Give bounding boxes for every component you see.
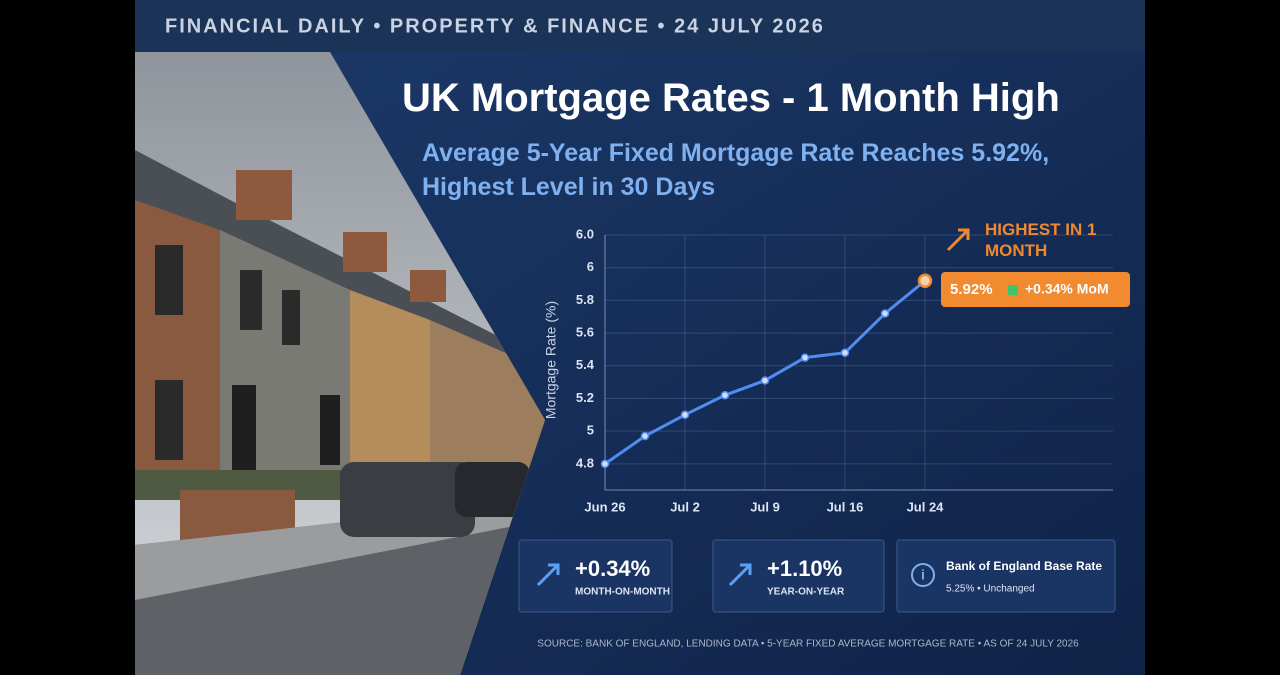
stat-card [518, 539, 673, 613]
point [760, 376, 770, 385]
x-tick-label: Jul 2 [670, 499, 700, 514]
up-icon [728, 563, 752, 587]
source: SOURCE: BANK OF ENGLAND, LENDING DATA • … [537, 639, 1079, 650]
y-tick-label: 6.0 [576, 226, 594, 241]
info-icon [911, 563, 935, 587]
stat-value: Bank of England Base Rate [946, 559, 1102, 573]
x-tick-label: Jul 24 [907, 499, 945, 514]
header-band [135, 0, 1145, 52]
x-tick-label: Jul 9 [750, 499, 780, 514]
y-tick-label: 4.8 [576, 455, 594, 470]
point [840, 348, 850, 357]
stat-value: +0.34% [575, 556, 650, 581]
stat-value: +1.10% [767, 556, 842, 581]
x-tick-label: Jul 16 [827, 499, 864, 514]
info-icon: i [921, 567, 925, 583]
y-tick-label: 5 [587, 423, 594, 438]
stat-label: 5.25% • Unchanged [946, 584, 1035, 595]
value-label: 5.92% [950, 281, 993, 298]
y-tick-label: 5.8 [576, 292, 594, 307]
callout [941, 272, 1130, 307]
point [600, 459, 610, 469]
up-icon [946, 228, 970, 252]
stat-card [896, 539, 1116, 613]
point [800, 353, 810, 362]
highlight-point [917, 273, 933, 289]
stat-label: YEAR-ON-YEAR [767, 587, 845, 598]
y-tick-label: 5.2 [576, 390, 594, 405]
point [640, 431, 650, 441]
y-tick-label: 5.4 [576, 357, 595, 372]
chart-title: UK Mortgage Rates - 1 Month High [402, 76, 1060, 120]
change-icon [1008, 285, 1018, 295]
point [720, 390, 730, 400]
point [880, 309, 890, 318]
y-axis-label: Mortgage Rate (%) [543, 301, 559, 419]
x-tick-label: Jun 26 [584, 499, 625, 514]
stat-card [712, 539, 885, 613]
up-icon [536, 563, 560, 587]
header-text: FINANCIAL DAILY • PROPERTY & FINANCE • 2… [165, 15, 825, 37]
chart-subtitle: Average 5-Year Fixed Mortgage Rate Reach… [422, 139, 1050, 201]
point [680, 410, 690, 420]
y-tick-label: 5.6 [576, 325, 594, 340]
annotation: HIGHEST IN 1 MONTH [985, 220, 1097, 260]
y-tick-label: 6 [587, 259, 594, 274]
callout-change: +0.34% MoM [1025, 281, 1109, 297]
stat-cards: i +0.34% MONTH-ON-MONTH +1.10% YEAR-ON-Y… [518, 539, 1116, 613]
stat-label: MONTH-ON-MONTH [575, 587, 670, 598]
